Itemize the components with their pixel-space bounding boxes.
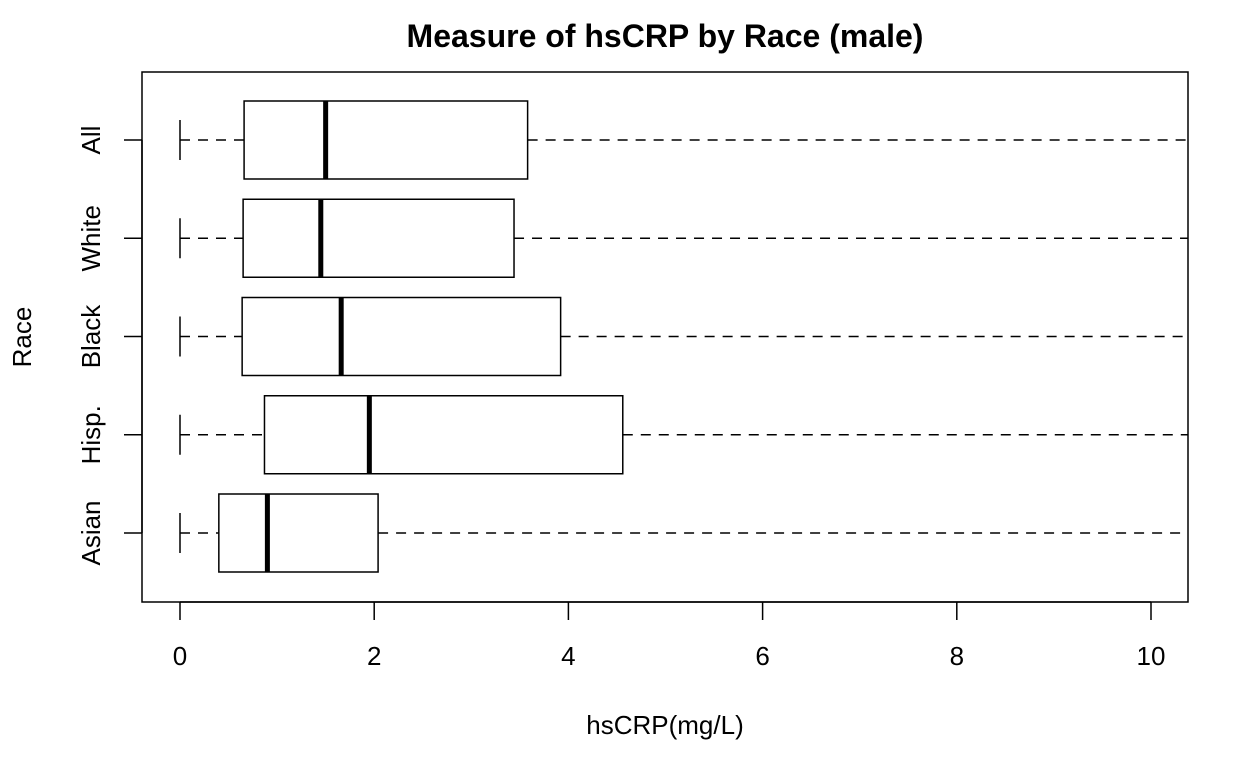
x-tick-label: 2 bbox=[367, 641, 381, 671]
iqr-box bbox=[243, 100, 529, 180]
y-axis-label: Race bbox=[7, 307, 37, 368]
iqr-box bbox=[242, 198, 515, 278]
box-asian bbox=[179, 493, 1188, 573]
x-tick-label: 10 bbox=[1137, 641, 1166, 671]
y-tick-label: Hisp. bbox=[76, 405, 106, 464]
y-tick-label: Black bbox=[76, 304, 106, 369]
boxplot-series bbox=[179, 100, 1188, 573]
x-axis: 0 2 4 6 8 10 bbox=[173, 601, 1166, 671]
chart-title: Measure of hsCRP by Race (male) bbox=[407, 18, 924, 54]
x-tick-label: 8 bbox=[950, 641, 964, 671]
box-all bbox=[179, 100, 1188, 180]
iqr-box bbox=[241, 296, 562, 377]
x-tick-label: 6 bbox=[755, 641, 769, 671]
box-white bbox=[179, 198, 1188, 278]
x-tick-label: 4 bbox=[561, 641, 575, 671]
y-tick-label: White bbox=[76, 205, 106, 271]
iqr-box bbox=[263, 395, 624, 475]
y-axis: Asian Hisp. Black White All bbox=[76, 126, 143, 566]
x-axis-label: hsCRP(mg/L) bbox=[586, 710, 743, 740]
y-tick-label: Asian bbox=[76, 500, 106, 565]
y-tick-label: All bbox=[76, 126, 106, 155]
x-tick-label: 0 bbox=[173, 641, 187, 671]
box-black bbox=[179, 296, 1188, 377]
iqr-box bbox=[218, 493, 379, 573]
box-hisp bbox=[179, 395, 1188, 475]
